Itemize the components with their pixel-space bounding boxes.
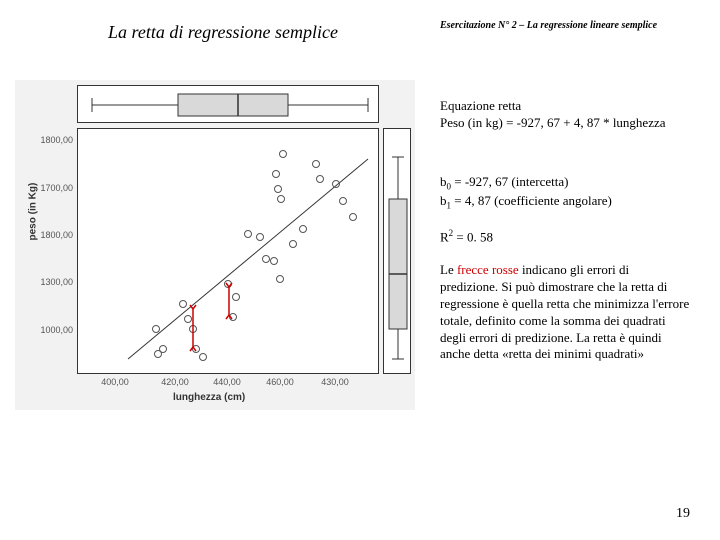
chart-container: peso (in Kg) lunghezza (cm) 1800,00 1700,…: [15, 80, 415, 410]
b1-line: b1 = 4, 87 (coefficiente angolare): [440, 193, 690, 212]
y-tick: 1000,00: [40, 325, 73, 335]
r-squared-block: R2 = 0. 58: [440, 228, 690, 246]
right-boxplot: [383, 128, 411, 374]
y-tick: 1300,00: [40, 277, 73, 287]
x-axis-label: lunghezza (cm): [173, 392, 245, 403]
x-tick: 420,00: [161, 377, 189, 387]
y-axis-label: peso (in Kg): [28, 183, 39, 241]
slide-subtitle: Esercitazione N° 2 – La regressione line…: [440, 20, 657, 31]
x-tick: 400,00: [101, 377, 129, 387]
top-boxplot: [77, 85, 379, 123]
y-tick: 1800,00: [40, 230, 73, 240]
top-boxplot-svg: [78, 86, 380, 124]
slide-title: La retta di regressione semplice: [108, 22, 338, 43]
x-tick: 460,00: [266, 377, 294, 387]
scatter-plot: [77, 128, 379, 374]
y-tick: 1700,00: [40, 183, 73, 193]
equation-body: Peso (in kg) = -927, 67 + 4, 87 * lunghe…: [440, 115, 690, 132]
right-boxplot-svg: [384, 129, 412, 375]
equation-block: Equazione retta Peso (in kg) = -927, 67 …: [440, 98, 690, 132]
equation-title: Equazione retta: [440, 98, 690, 115]
paragraph-block: Le frecce rosse indicano gli errori di p…: [440, 262, 690, 363]
red-text: frecce rosse: [457, 262, 519, 277]
x-tick: 440,00: [213, 377, 241, 387]
coefficients-block: b0 = -927, 67 (intercetta) b1 = 4, 87 (c…: [440, 174, 690, 213]
page-number: 19: [676, 506, 690, 522]
x-tick: 430,00: [321, 377, 349, 387]
scatter-svg: [78, 129, 380, 375]
b0-line: b0 = -927, 67 (intercetta): [440, 174, 690, 193]
y-tick: 1800,00: [40, 135, 73, 145]
